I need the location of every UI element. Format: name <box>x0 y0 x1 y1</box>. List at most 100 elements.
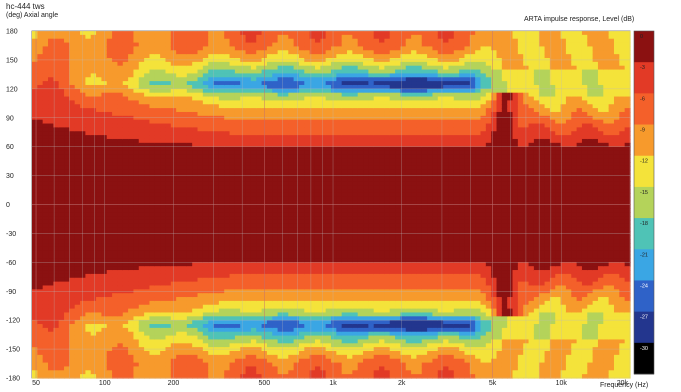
heatmap-cell <box>128 212 135 217</box>
heatmap-cell <box>154 50 161 55</box>
heatmap-cell <box>208 266 215 271</box>
heatmap-cell <box>245 65 252 71</box>
heatmap-cell <box>48 65 54 71</box>
heatmap-cell <box>197 219 204 225</box>
heatmap-cell <box>170 285 177 290</box>
heatmap-cell <box>80 69 86 75</box>
heatmap-cell <box>304 374 311 379</box>
heatmap-cell <box>42 96 49 101</box>
heatmap-cell <box>186 327 193 333</box>
heatmap-cell <box>224 320 231 325</box>
heatmap-cell <box>277 200 284 206</box>
heatmap-cell <box>304 227 311 233</box>
heatmap-cell <box>192 185 199 190</box>
heatmap-cell <box>314 46 321 51</box>
heatmap-cell <box>266 312 273 317</box>
heatmap-cell <box>272 235 279 240</box>
heatmap-cell <box>42 227 49 233</box>
heatmap-cell <box>106 181 113 186</box>
heatmap-cell <box>176 127 183 132</box>
heatmap-cell <box>240 293 247 298</box>
heatmap-cell <box>74 135 81 140</box>
heatmap-cell <box>32 135 38 140</box>
heatmap-cell <box>165 96 172 101</box>
heatmap-cell <box>53 231 60 236</box>
heatmap-cell <box>282 84 289 90</box>
heatmap-cell <box>256 324 263 329</box>
heatmap-cell <box>202 312 209 317</box>
heatmap-cell <box>165 262 172 267</box>
heatmap-cell <box>90 316 97 321</box>
heatmap-cell <box>218 173 225 179</box>
heatmap-cell <box>133 262 140 267</box>
heatmap-cell <box>90 335 97 341</box>
heatmap-cell <box>112 200 119 206</box>
heatmap-cell <box>176 362 183 368</box>
heatmap-cell <box>53 316 60 321</box>
heatmap-cell <box>176 324 183 329</box>
heatmap-cell <box>138 185 145 190</box>
heatmap-cell <box>272 104 279 109</box>
heatmap-cell <box>64 262 70 267</box>
heatmap-cell <box>128 84 135 90</box>
heatmap-cell <box>282 370 289 375</box>
heatmap-cell <box>272 266 279 271</box>
heatmap-cell <box>277 300 284 306</box>
heatmap-cell <box>48 262 54 267</box>
heatmap-cell <box>69 142 76 148</box>
heatmap-cell <box>69 331 76 337</box>
heatmap-cell <box>293 84 300 90</box>
heatmap-cell <box>288 173 295 179</box>
heatmap-cell <box>154 169 161 175</box>
heatmap-cell <box>64 61 70 67</box>
heatmap-cell <box>112 38 119 44</box>
heatmap-cell <box>277 189 284 194</box>
heatmap-cell <box>122 31 129 36</box>
heatmap-cell <box>208 146 215 152</box>
heatmap-cell <box>138 115 145 121</box>
heatmap-cell <box>96 293 103 298</box>
heatmap-cell <box>234 115 241 121</box>
heatmap-cell <box>69 235 76 240</box>
heatmap-cell <box>138 277 145 283</box>
heatmap-cell <box>106 88 113 94</box>
heatmap-cell <box>293 38 300 44</box>
heatmap-cell <box>186 169 193 175</box>
heatmap-cell <box>112 108 119 113</box>
heatmap-cell <box>37 65 44 71</box>
heatmap-cell <box>282 46 289 51</box>
heatmap-cell <box>48 57 54 63</box>
heatmap-cell <box>154 308 161 314</box>
heatmap-cell <box>101 335 108 341</box>
heatmap-cell <box>170 111 177 117</box>
heatmap-cell <box>149 189 156 194</box>
heatmap-cell <box>170 374 177 379</box>
heatmap-cell <box>48 73 54 78</box>
heatmap-cell <box>218 331 225 337</box>
heatmap-cell <box>80 100 86 105</box>
heatmap-cell <box>133 177 140 182</box>
heatmap-cell <box>250 150 257 155</box>
heatmap-cell <box>186 308 193 314</box>
heatmap-cell <box>208 54 215 59</box>
heatmap-cell <box>133 258 140 263</box>
heatmap-cell <box>245 293 252 298</box>
heatmap-cell <box>80 223 86 229</box>
heatmap-cell <box>80 239 86 244</box>
heatmap-cell <box>282 123 289 128</box>
heatmap-cell <box>240 358 247 364</box>
heatmap-cell <box>277 262 284 267</box>
heatmap-cell <box>106 223 113 229</box>
heatmap-cell <box>208 258 215 263</box>
heatmap-cell <box>202 131 209 136</box>
heatmap-cell <box>218 250 225 256</box>
heatmap-cell <box>42 262 49 267</box>
heatmap-cell <box>240 150 247 155</box>
heatmap-cell <box>144 104 151 109</box>
heatmap-cell <box>325 73 332 78</box>
heatmap-cell <box>298 96 305 101</box>
heatmap-cell <box>69 46 76 51</box>
heatmap-cell <box>85 293 92 298</box>
heatmap-cell <box>176 266 183 271</box>
heatmap-cell <box>277 208 284 213</box>
